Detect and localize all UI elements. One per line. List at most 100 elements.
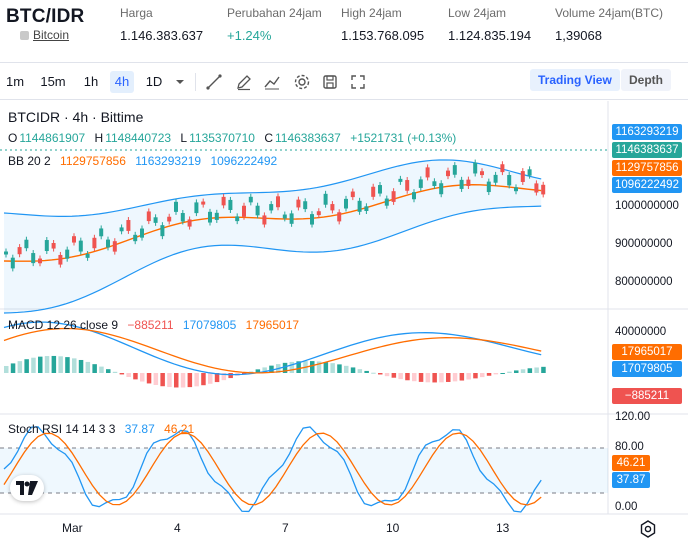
stat-label: High 24jam — [341, 6, 402, 20]
candle-body — [520, 171, 525, 182]
stoch-axis-label: 120.00 — [615, 411, 651, 423]
stat-value: 1.124.835.194 — [448, 28, 532, 43]
coin-link-label[interactable]: Bitcoin — [33, 28, 70, 42]
c-label: C — [264, 131, 273, 145]
candle-body — [378, 185, 382, 194]
stat-high: High 24jam 1.153.768.095 — [341, 6, 424, 43]
stoch-legend: Stoch RSI 14 14 3 3 37.87 46.21 — [8, 422, 200, 436]
candle-body — [167, 216, 172, 222]
macd-tag-hist: −885211 — [612, 388, 682, 404]
macd-histogram-bar — [473, 373, 478, 379]
price-axis-label: 800000000 — [615, 276, 673, 288]
macd-histogram-bar — [187, 373, 193, 388]
interval-1d[interactable]: 1D — [145, 74, 163, 89]
macd-histogram-bar — [167, 373, 172, 388]
chart-toolbar: 1m 15m 1h 4h 1D Trading View Depth — [0, 62, 688, 100]
candle-body — [418, 179, 423, 188]
macd-histogram-bar — [534, 367, 539, 373]
high-value: 1148440723 — [105, 131, 172, 145]
macd-histogram-bar — [208, 373, 213, 384]
tradingview-logo-icon[interactable] — [10, 475, 44, 501]
date-axis-label: 13 — [496, 521, 510, 535]
indicator-icon[interactable] — [262, 72, 282, 92]
coin-link[interactable]: Bitcoin — [20, 28, 69, 42]
candle-body — [514, 187, 518, 192]
candle-body — [412, 192, 416, 200]
stoch-k-line — [3, 426, 542, 513]
price-tag-bb-lower: 1096222492 — [612, 177, 682, 193]
chart-area[interactable]: BTCIDR · 4h · Bittime O 1144861907 H 11484… — [0, 101, 688, 548]
macd-histogram-bar — [364, 370, 369, 373]
candle-body — [330, 204, 335, 211]
h-label: H — [94, 131, 104, 145]
chevron-down-icon[interactable] — [170, 72, 190, 92]
open-value: 1144861907 — [19, 131, 86, 145]
candle-body — [17, 247, 22, 255]
macd-histogram-bar — [289, 361, 295, 373]
candle-body — [466, 179, 471, 187]
macd-histogram-bar — [527, 368, 533, 373]
macd-histogram-bar — [500, 372, 505, 374]
macd-histogram-bar — [58, 356, 63, 373]
change-value: +1521731 (+0.13%) — [350, 131, 457, 145]
macd-histogram-bar — [99, 366, 104, 373]
candle-body — [276, 196, 280, 208]
bb-label: BB 20 2 — [8, 154, 51, 168]
stoch-tag-k: 37.87 — [612, 472, 650, 488]
macd-histogram-bar — [242, 373, 247, 374]
candle-body — [344, 198, 348, 209]
date-axis-label: 4 — [174, 521, 181, 535]
stoch-d-line — [3, 432, 542, 506]
macd-signal-value: 17965017 — [245, 318, 300, 332]
macd-histogram-bar — [17, 361, 23, 373]
stoch-d-value: 46.21 — [164, 422, 195, 436]
interval-4h[interactable]: 4h — [110, 71, 134, 93]
macd-histogram-bar — [126, 373, 131, 377]
date-axis-label: 7 — [282, 521, 289, 535]
save-icon[interactable] — [320, 72, 340, 92]
candle-body — [160, 225, 165, 237]
macd-histogram-bar — [201, 373, 206, 386]
macd-histogram-bar — [418, 373, 424, 382]
trading-view-button[interactable]: Trading View — [530, 69, 620, 91]
gear-icon[interactable] — [292, 72, 312, 92]
candle-body — [527, 169, 532, 176]
macd-histogram-bar — [459, 373, 465, 381]
interval-1m[interactable]: 1m — [5, 74, 25, 89]
pencil-icon[interactable] — [234, 72, 254, 92]
candle-body — [44, 240, 49, 252]
macd-histogram-bar — [140, 373, 145, 382]
candle-body — [425, 167, 430, 178]
macd-histogram-bar — [446, 373, 451, 382]
line-tool-icon[interactable] — [204, 72, 224, 92]
macd-histogram-bar — [119, 373, 125, 375]
macd-histogram-bar — [24, 359, 29, 373]
macd-histogram-bar — [255, 369, 261, 373]
macd-histogram-bar — [412, 373, 417, 382]
chart-canvas[interactable] — [0, 101, 688, 548]
candle-body — [357, 200, 362, 212]
candle-body — [58, 254, 63, 265]
macd-histogram-bar — [38, 356, 43, 373]
candle-body — [316, 211, 321, 216]
stat-low: Low 24jam 1.124.835.194 — [448, 6, 531, 43]
macd-histogram-bar — [214, 373, 220, 383]
candle-body — [106, 239, 110, 248]
low-value: 1135370710 — [189, 131, 255, 145]
stoch-k-value: 37.87 — [124, 422, 155, 436]
macd-line — [3, 321, 542, 376]
interval-1h[interactable]: 1h — [83, 74, 99, 89]
depth-button[interactable]: Depth — [621, 69, 671, 91]
macd-histogram-bar — [85, 361, 91, 373]
o-label: O — [8, 131, 18, 145]
price-tag-bb-upper: 1163293219 — [612, 124, 682, 140]
candle-body — [500, 164, 505, 173]
price-axis-label: 1000000000 — [615, 200, 679, 212]
interval-15m[interactable]: 15m — [40, 74, 66, 89]
fullscreen-icon[interactable] — [348, 72, 368, 92]
chart-settings-icon[interactable] — [638, 519, 658, 539]
macd-histogram-bar — [405, 373, 410, 381]
candle-body — [269, 204, 274, 211]
bb-band-fill — [4, 159, 542, 313]
price-axis-label: 900000000 — [615, 238, 673, 250]
